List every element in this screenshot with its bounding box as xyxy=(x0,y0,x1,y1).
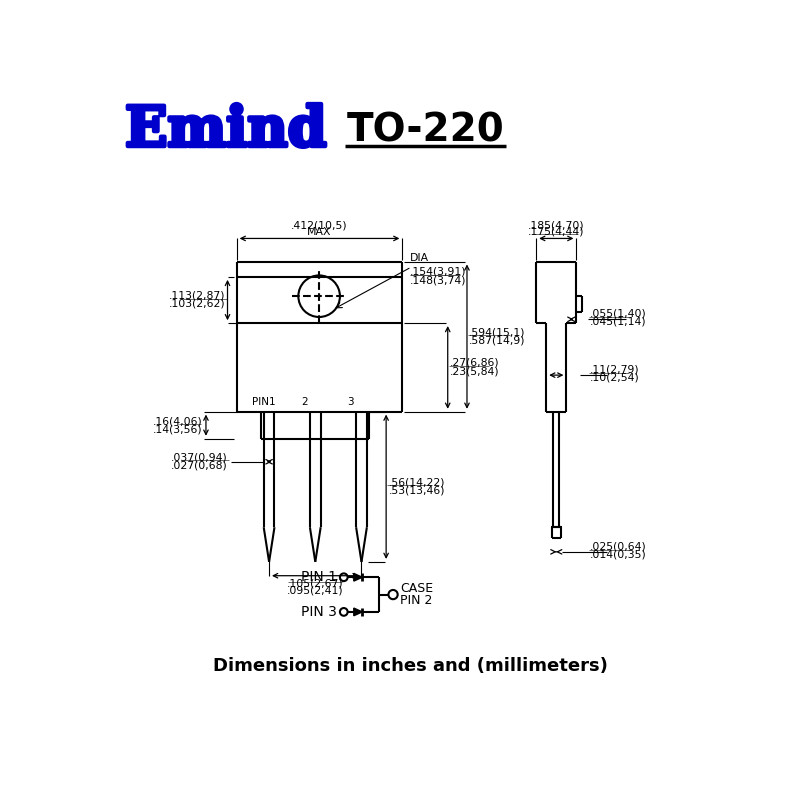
Text: 2: 2 xyxy=(301,397,308,407)
Text: PIN1: PIN1 xyxy=(252,397,276,407)
Text: .105(2,67): .105(2,67) xyxy=(287,578,344,589)
Text: .16(4,06): .16(4,06) xyxy=(153,416,203,426)
Text: .11(2,79): .11(2,79) xyxy=(590,365,640,374)
Text: PIN 2: PIN 2 xyxy=(400,594,432,607)
Text: Dimensions in inches and (millimeters): Dimensions in inches and (millimeters) xyxy=(213,657,607,675)
Text: .56(14,22): .56(14,22) xyxy=(389,477,445,487)
Text: MAX: MAX xyxy=(307,227,332,237)
Text: .037(0,94): .037(0,94) xyxy=(170,452,227,462)
Polygon shape xyxy=(354,608,362,616)
Text: CASE: CASE xyxy=(400,582,433,595)
Text: DIA: DIA xyxy=(410,253,429,262)
Text: .185(4,70): .185(4,70) xyxy=(528,221,585,230)
Text: Emind: Emind xyxy=(125,103,326,158)
Text: .53(13,46): .53(13,46) xyxy=(389,486,445,496)
Text: .27(6,86): .27(6,86) xyxy=(450,358,500,368)
Text: .14(3,56): .14(3,56) xyxy=(154,424,203,434)
Text: .027(0,68): .027(0,68) xyxy=(170,461,227,470)
Text: .095(2,41): .095(2,41) xyxy=(287,586,344,596)
Text: .113(2,87): .113(2,87) xyxy=(169,290,226,301)
Text: .175(4,44): .175(4,44) xyxy=(528,227,585,237)
Text: .103(2,62): .103(2,62) xyxy=(169,299,226,309)
Text: .594(15,1): .594(15,1) xyxy=(470,327,526,337)
Text: PIN 3: PIN 3 xyxy=(301,605,337,619)
Text: .23(5,84): .23(5,84) xyxy=(450,366,500,376)
Text: .154(3,91): .154(3,91) xyxy=(410,266,466,277)
Polygon shape xyxy=(354,574,362,581)
Text: 3: 3 xyxy=(347,397,354,407)
Text: .587(14,9): .587(14,9) xyxy=(470,335,526,346)
Text: .045(1,14): .045(1,14) xyxy=(590,317,647,326)
Text: .148(3,74): .148(3,74) xyxy=(410,275,466,285)
Text: .412(10,5): .412(10,5) xyxy=(291,221,348,230)
Text: .025(0,64): .025(0,64) xyxy=(590,542,647,551)
Text: TO-220: TO-220 xyxy=(346,112,504,150)
Text: PIN 1: PIN 1 xyxy=(301,570,337,584)
Text: .014(0,35): .014(0,35) xyxy=(590,549,647,559)
Text: .055(1,40): .055(1,40) xyxy=(590,309,647,319)
Text: .10(2,54): .10(2,54) xyxy=(590,373,640,382)
